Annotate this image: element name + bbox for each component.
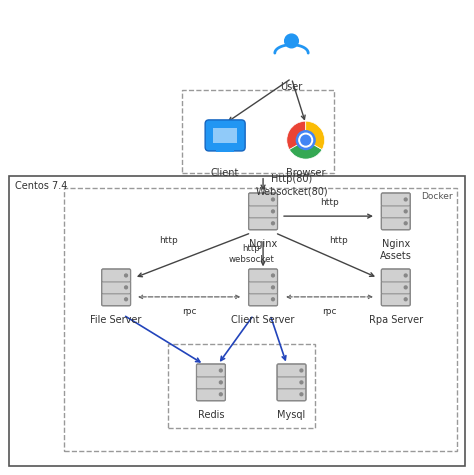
Text: Http(80)
Websocket(80): Http(80) Websocket(80): [255, 174, 328, 196]
FancyBboxPatch shape: [248, 217, 278, 230]
Circle shape: [404, 286, 407, 289]
FancyBboxPatch shape: [248, 293, 278, 306]
Text: Docker: Docker: [421, 192, 453, 201]
Text: rpc: rpc: [322, 307, 337, 315]
Bar: [213, 128, 237, 143]
Circle shape: [404, 198, 407, 201]
FancyBboxPatch shape: [248, 193, 278, 206]
Text: http: http: [320, 199, 339, 207]
FancyBboxPatch shape: [381, 281, 410, 294]
Text: http
websocket: http websocket: [228, 245, 274, 264]
Bar: [168, 344, 315, 428]
Text: http: http: [329, 237, 348, 245]
Circle shape: [125, 274, 128, 277]
Text: Centos 7.4: Centos 7.4: [15, 181, 67, 191]
Circle shape: [404, 222, 407, 225]
Text: Nginx
Assets: Nginx Assets: [380, 239, 412, 260]
FancyBboxPatch shape: [101, 293, 130, 306]
Circle shape: [404, 274, 407, 277]
Circle shape: [300, 369, 303, 372]
Text: Rpa Server: Rpa Server: [369, 315, 423, 325]
Wedge shape: [289, 140, 322, 159]
FancyBboxPatch shape: [381, 217, 410, 230]
Circle shape: [272, 222, 274, 225]
Circle shape: [404, 210, 407, 213]
Circle shape: [300, 393, 303, 396]
FancyBboxPatch shape: [248, 269, 278, 282]
Text: http: http: [159, 237, 178, 245]
Text: Mysql: Mysql: [277, 410, 306, 420]
Circle shape: [272, 198, 274, 201]
FancyBboxPatch shape: [248, 205, 278, 218]
Circle shape: [272, 210, 274, 213]
FancyBboxPatch shape: [248, 281, 278, 294]
Text: File Server: File Server: [91, 315, 142, 325]
Text: User: User: [281, 82, 302, 92]
FancyBboxPatch shape: [196, 364, 226, 377]
FancyBboxPatch shape: [196, 376, 226, 389]
Circle shape: [272, 298, 274, 301]
FancyBboxPatch shape: [277, 364, 306, 377]
Circle shape: [300, 381, 303, 384]
FancyBboxPatch shape: [381, 205, 410, 218]
Bar: [216, 150, 234, 152]
Text: Browser: Browser: [286, 168, 326, 178]
Circle shape: [272, 286, 274, 289]
FancyBboxPatch shape: [381, 193, 410, 206]
FancyBboxPatch shape: [277, 376, 306, 389]
Text: Client Server: Client Server: [231, 315, 295, 325]
FancyBboxPatch shape: [196, 388, 226, 401]
FancyBboxPatch shape: [101, 269, 130, 282]
Circle shape: [219, 369, 222, 372]
FancyBboxPatch shape: [101, 281, 130, 294]
Bar: [9, 176, 465, 466]
Circle shape: [125, 298, 128, 301]
Text: Nginx: Nginx: [249, 239, 277, 249]
FancyBboxPatch shape: [381, 293, 410, 306]
Circle shape: [125, 286, 128, 289]
Circle shape: [404, 298, 407, 301]
Circle shape: [296, 131, 315, 150]
Circle shape: [299, 133, 312, 147]
Text: rpc: rpc: [182, 307, 197, 315]
FancyBboxPatch shape: [277, 388, 306, 401]
FancyBboxPatch shape: [381, 269, 410, 282]
Wedge shape: [306, 121, 325, 150]
Circle shape: [285, 34, 298, 48]
Circle shape: [301, 135, 310, 145]
Bar: [182, 90, 334, 173]
Text: Redis: Redis: [198, 410, 224, 420]
Bar: [64, 188, 457, 451]
Circle shape: [272, 274, 274, 277]
Text: Client: Client: [211, 168, 239, 178]
Circle shape: [219, 381, 222, 384]
Circle shape: [219, 393, 222, 396]
Wedge shape: [287, 121, 306, 150]
FancyBboxPatch shape: [205, 120, 245, 151]
